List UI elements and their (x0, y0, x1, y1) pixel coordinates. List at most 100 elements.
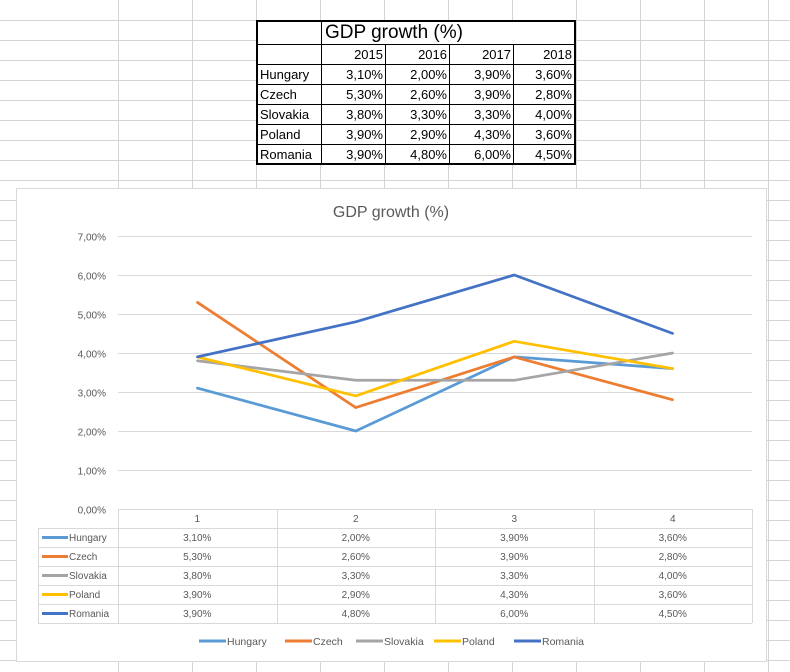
value-cell[interactable]: 2,80% (535, 87, 572, 102)
table-row: Hungary 3,10% 2,00% 3,90% 3,60% (258, 65, 574, 85)
value-cell[interactable]: 2,60% (386, 85, 450, 104)
y-tick-label: 0,00% (78, 506, 106, 517)
data-table-value: 3,30% (342, 571, 370, 582)
country-cell[interactable]: Romania (258, 145, 322, 163)
data-point[interactable] (354, 429, 357, 433)
value-cell[interactable]: 4,50% (535, 147, 572, 162)
legend-item-slovakia[interactable]: Slovakia (356, 636, 424, 648)
value-cell[interactable]: 6,00% (450, 145, 514, 163)
legend-item-romania[interactable]: Romania (514, 636, 584, 648)
data-point[interactable] (513, 340, 516, 343)
country-cell[interactable]: Poland (258, 125, 322, 144)
y-tick-label: 6,00% (78, 272, 106, 283)
country-cell[interactable]: Hungary (258, 65, 322, 84)
data-point[interactable] (354, 394, 357, 398)
data-point[interactable] (671, 398, 674, 401)
series-line-slovakia[interactable] (197, 351, 674, 382)
data-table-value: 3,90% (183, 590, 211, 601)
data-point[interactable] (354, 406, 357, 409)
value-cell[interactable]: 3,30% (386, 105, 450, 124)
gdp-data-table: GDP growth (%) 2015 2016 2017 2018 Hunga… (256, 20, 576, 165)
table-title[interactable]: GDP growth (%) (325, 22, 463, 43)
data-table-value: 4,30% (500, 590, 528, 601)
year-header[interactable]: 2018 (543, 47, 572, 62)
data-point[interactable] (671, 351, 674, 355)
table-row: Romania 3,90% 4,80% 6,00% 4,50% (258, 145, 574, 163)
legend-item-czech[interactable]: Czech (285, 636, 343, 648)
year-header[interactable]: 2015 (322, 45, 386, 64)
data-point[interactable] (513, 379, 516, 382)
value-cell[interactable]: 3,90% (322, 145, 386, 163)
data-table-series-name: Hungary (69, 533, 107, 544)
year-header[interactable]: 2016 (386, 45, 450, 64)
series-line-hungary[interactable] (196, 355, 673, 433)
data-table-value: 2,00% (342, 533, 370, 544)
data-table-value: 3,80% (183, 571, 211, 582)
value-cell[interactable]: 4,30% (450, 125, 514, 144)
data-point[interactable] (513, 273, 516, 277)
data-point[interactable] (671, 367, 674, 370)
value-cell[interactable]: 3,80% (322, 105, 386, 124)
x-category-label: 3 (511, 514, 517, 525)
legend-item-poland[interactable]: Poland (434, 636, 495, 648)
y-tick-label: 1,00% (78, 467, 106, 478)
data-point[interactable] (196, 386, 199, 390)
data-table-value: 2,60% (342, 552, 370, 563)
year-header[interactable]: 2017 (450, 45, 514, 64)
data-table-value: 2,80% (659, 552, 687, 563)
table-row: Poland 3,90% 2,90% 4,30% 3,60% (258, 125, 574, 145)
header-empty-cell[interactable] (258, 45, 322, 64)
data-point[interactable] (196, 359, 199, 362)
data-table-series-name: Slovakia (69, 571, 107, 582)
value-cell[interactable]: 5,30% (322, 85, 386, 104)
data-table-value: 4,80% (342, 609, 370, 620)
data-point[interactable] (671, 332, 674, 335)
value-cell[interactable]: 3,90% (322, 125, 386, 144)
data-point[interactable] (196, 301, 199, 304)
data-table-series-name: Czech (69, 552, 97, 563)
data-table-value: 3,60% (659, 590, 687, 601)
data-table-value: 2,90% (342, 590, 370, 601)
y-tick-label: 4,00% (78, 350, 106, 361)
country-cell[interactable]: Czech (258, 85, 322, 104)
chart-title: GDP growth (%) (333, 204, 449, 221)
value-cell[interactable]: 4,80% (386, 145, 450, 163)
legend-label: Poland (462, 636, 495, 648)
data-table-value: 6,00% (500, 609, 528, 620)
data-point[interactable] (513, 355, 516, 359)
value-cell[interactable]: 3,90% (450, 65, 514, 84)
data-table-value: 3,30% (500, 571, 528, 582)
table-title-row: GDP growth (%) (258, 22, 574, 45)
value-cell[interactable]: 3,90% (450, 85, 514, 104)
table-row: Czech 5,30% 2,60% 3,90% 2,80% (258, 85, 574, 105)
legend-label: Romania (542, 636, 584, 648)
data-table-value: 3,90% (183, 609, 211, 620)
value-cell[interactable]: 4,00% (535, 107, 572, 122)
data-table-series-name: Romania (69, 609, 109, 620)
country-cell[interactable]: Slovakia (258, 105, 322, 124)
data-table-value: 5,30% (183, 552, 211, 563)
data-point[interactable] (354, 379, 357, 382)
value-cell[interactable]: 3,60% (535, 127, 572, 142)
value-cell[interactable]: 2,90% (386, 125, 450, 144)
line-chart[interactable]: GDP growth (%) 0,00% 1,00% 2,00% 3,00% 4,00%… (16, 188, 767, 662)
data-point[interactable] (354, 320, 357, 323)
series-line-romania[interactable] (197, 273, 674, 359)
data-table-value: 4,00% (659, 571, 687, 582)
y-tick-label: 2,00% (78, 428, 106, 439)
table-corner-cell[interactable] (258, 22, 322, 44)
x-category-label: 2 (353, 514, 359, 525)
x-category-label: 4 (670, 514, 676, 525)
series-line-poland[interactable] (196, 339, 674, 398)
data-point[interactable] (196, 355, 199, 359)
value-cell[interactable]: 2,00% (386, 65, 450, 84)
y-tick-label: 3,00% (78, 389, 106, 400)
legend-label: Hungary (227, 636, 267, 648)
legend-item-hungary[interactable]: Hungary (199, 636, 267, 648)
value-cell[interactable]: 3,10% (322, 65, 386, 84)
y-tick-label: 5,00% (78, 311, 106, 322)
value-cell[interactable]: 3,30% (450, 105, 514, 124)
value-cell[interactable]: 3,60% (535, 67, 572, 82)
series-line-czech[interactable] (196, 301, 674, 409)
data-table-series-name: Poland (69, 590, 100, 601)
